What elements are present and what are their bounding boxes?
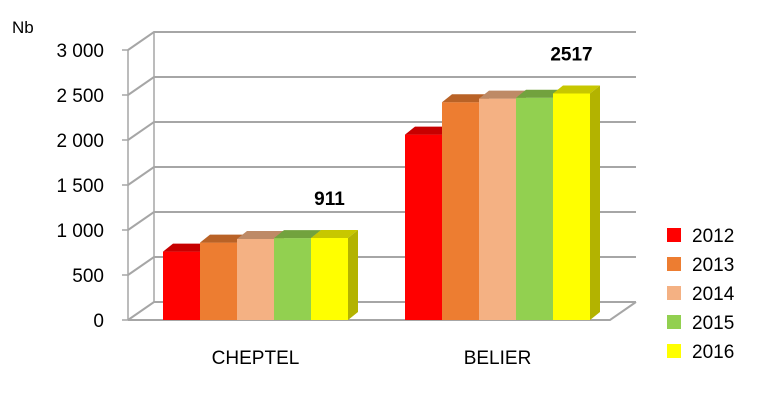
bar-top <box>163 243 210 252</box>
y-tick-label: 3 000 <box>56 41 104 62</box>
bar-top <box>405 126 452 135</box>
bar-side <box>348 230 358 320</box>
data-label: 911 <box>314 189 345 210</box>
bar-top <box>553 85 600 94</box>
labels: 0 500 1 000 1 500 2 000 2 500 3 000 Nb CHEPTEL BE… <box>12 18 593 369</box>
bars <box>163 85 600 320</box>
bar-front <box>163 251 200 320</box>
data-label: 2517 <box>550 44 592 65</box>
bar-top <box>479 90 526 99</box>
x-category-label: BELIER <box>464 348 532 369</box>
bar-belier-2016 <box>553 85 600 320</box>
legend-item-2014: 2014 <box>667 284 735 305</box>
bar-front <box>442 102 479 320</box>
legend-item-2013: 2013 <box>667 255 734 276</box>
legend-swatch <box>667 315 681 329</box>
legend-item-2015: 2015 <box>667 313 734 334</box>
bar-front <box>516 97 553 320</box>
bar-front <box>311 238 348 320</box>
y-axis-title: Nb <box>12 18 34 37</box>
bar-front <box>405 134 442 320</box>
y-tick-label: 1 500 <box>56 176 104 197</box>
y-tick-label: 1 000 <box>56 221 104 242</box>
legend-label: 2014 <box>692 284 735 305</box>
legend-label: 2015 <box>692 313 734 334</box>
legend-swatch <box>667 228 681 242</box>
bar-top <box>442 94 489 103</box>
bar-front <box>274 238 311 320</box>
x-category-label: CHEPTEL <box>212 348 300 369</box>
bar-top <box>274 230 321 239</box>
bar-front <box>237 239 274 320</box>
legend-swatch <box>667 344 681 358</box>
legend-label: 2012 <box>692 226 734 247</box>
legend-swatch <box>667 257 681 271</box>
legend-item-2012: 2012 <box>667 226 734 247</box>
bar-top <box>237 231 284 239</box>
y-tick-label: 2 000 <box>56 131 104 152</box>
y-tick-label: 500 <box>72 266 104 287</box>
legend-label: 2016 <box>692 342 734 363</box>
y-tick-label: 2 500 <box>56 86 104 107</box>
bar-front <box>479 98 516 320</box>
legend-label: 2013 <box>692 255 734 276</box>
bar-top <box>200 234 247 243</box>
y-tick-label: 0 <box>93 311 104 332</box>
bar-top <box>516 89 563 98</box>
bar-top <box>311 230 358 239</box>
bar-side <box>590 85 600 320</box>
legend: 2012 2013 2014 2015 2016 <box>667 226 735 363</box>
bar-front <box>553 93 590 320</box>
legend-item-2016: 2016 <box>667 342 734 363</box>
bar-cheptel-2016 <box>311 230 358 320</box>
legend-swatch <box>667 286 681 300</box>
bar-front <box>200 242 237 320</box>
